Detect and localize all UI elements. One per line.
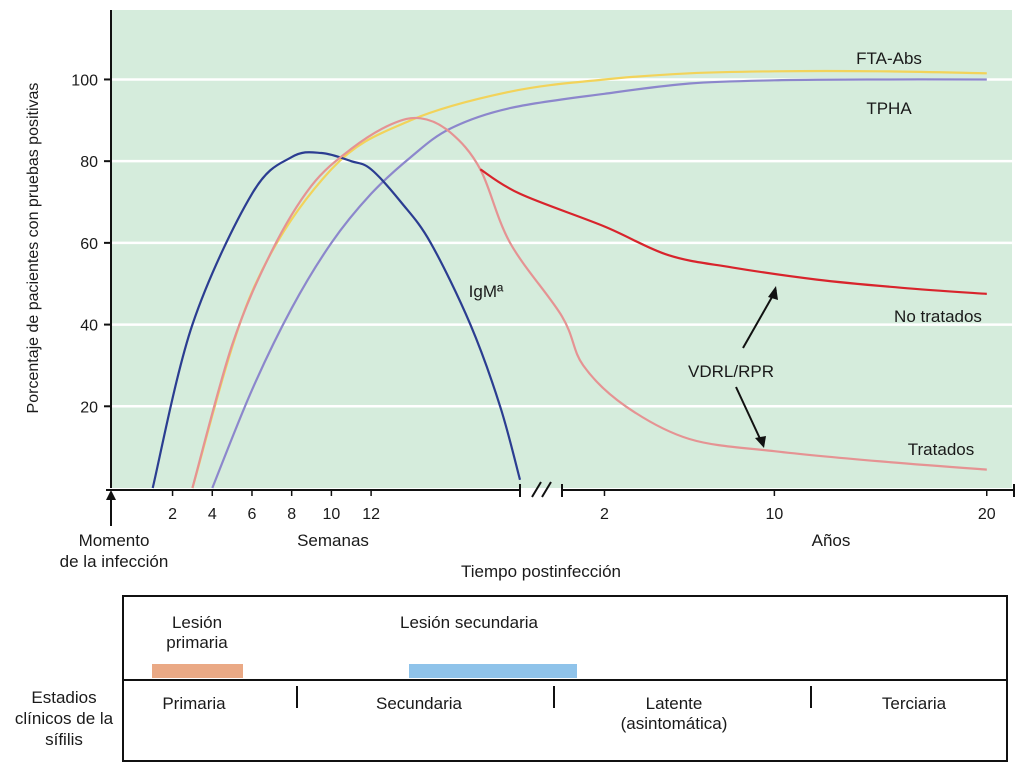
series-line-1 bbox=[211, 78, 987, 489]
y-tick-label-100: 100 bbox=[71, 72, 98, 89]
y-tick-label-40: 40 bbox=[80, 318, 98, 335]
stages-title: Estadios clínicos de la sífilis bbox=[14, 688, 114, 749]
arrow-to-untreated bbox=[742, 289, 777, 349]
axis-break-2 bbox=[541, 481, 552, 498]
stage-latente: Latente (asintomática) bbox=[620, 694, 728, 733]
primary-lesion-label: Lesión primaria bbox=[166, 613, 228, 652]
label-tpha: TPHA bbox=[866, 99, 912, 118]
y-tick-label-60: 60 bbox=[80, 236, 98, 253]
stages-divider bbox=[124, 679, 1006, 681]
y-tick-label-80: 80 bbox=[80, 154, 98, 171]
stage-separator-2 bbox=[553, 686, 555, 708]
arrow-to-treated bbox=[735, 386, 763, 444]
plot-background bbox=[111, 10, 1012, 488]
clinical-stages-panel: Lesión primaria Lesión secundaria Primar… bbox=[122, 595, 1008, 762]
syphilis-serology-chart: 20 40 60 80 100 2 4 6 8 10 12 2 10 20 Porcentaje de … bbox=[25, 10, 1015, 581]
x-ticks: 2 4 6 8 10 12 2 10 20 bbox=[168, 490, 996, 523]
x-week-label-8: 8 bbox=[287, 506, 296, 523]
stage-separator-3 bbox=[810, 686, 812, 708]
label-fta-abs: FTA-Abs bbox=[856, 49, 922, 68]
x-week-label-10: 10 bbox=[322, 506, 340, 523]
series-line-4 bbox=[479, 168, 987, 295]
arrow-head-untreated bbox=[768, 286, 778, 300]
label-tratados: Tratados bbox=[908, 440, 974, 459]
x-axis-label: Tiempo postinfección bbox=[461, 562, 621, 581]
label-igm: IgMª bbox=[469, 282, 504, 301]
x-years-label: Años bbox=[812, 531, 851, 550]
origin-label-line2: de la infección bbox=[60, 552, 169, 571]
grid-lines bbox=[111, 78, 1012, 408]
infection-arrow-head bbox=[106, 490, 116, 500]
x-week-label-4: 4 bbox=[208, 506, 217, 523]
x-year-label-2: 2 bbox=[600, 506, 609, 523]
series-group bbox=[151, 69, 987, 489]
secondary-lesion-label: Lesión secundaria bbox=[400, 613, 538, 632]
x-year-label-10: 10 bbox=[765, 506, 783, 523]
y-ticks: 20 40 60 80 100 bbox=[71, 72, 111, 416]
x-week-label-2: 2 bbox=[168, 506, 177, 523]
stage-primaria: Primaria bbox=[162, 694, 226, 713]
x-year-label-20: 20 bbox=[978, 506, 996, 523]
y-tick-label-20: 20 bbox=[80, 399, 98, 416]
x-weeks-label: Semanas bbox=[297, 531, 369, 550]
axis-break-1 bbox=[531, 481, 542, 498]
x-week-label-12: 12 bbox=[362, 506, 380, 523]
primary-lesion-bar bbox=[152, 664, 243, 678]
origin-label-line1: Momento bbox=[79, 531, 150, 550]
stage-terciaria: Terciaria bbox=[881, 694, 947, 713]
x-week-label-6: 6 bbox=[248, 506, 257, 523]
series-line-2 bbox=[151, 151, 522, 489]
stage-separator-1 bbox=[296, 686, 298, 708]
label-no-tratados: No tratados bbox=[894, 307, 982, 326]
series-line-3 bbox=[191, 116, 987, 489]
annotation-arrows bbox=[735, 286, 778, 448]
secondary-lesion-bar bbox=[409, 664, 577, 678]
y-axis-label: Porcentaje de pacientes con pruebas posi… bbox=[25, 83, 42, 414]
arrow-head-treated bbox=[755, 436, 766, 448]
label-vdrl-rpr: VDRL/RPR bbox=[688, 362, 774, 381]
stage-secundaria: Secundaria bbox=[375, 694, 462, 713]
